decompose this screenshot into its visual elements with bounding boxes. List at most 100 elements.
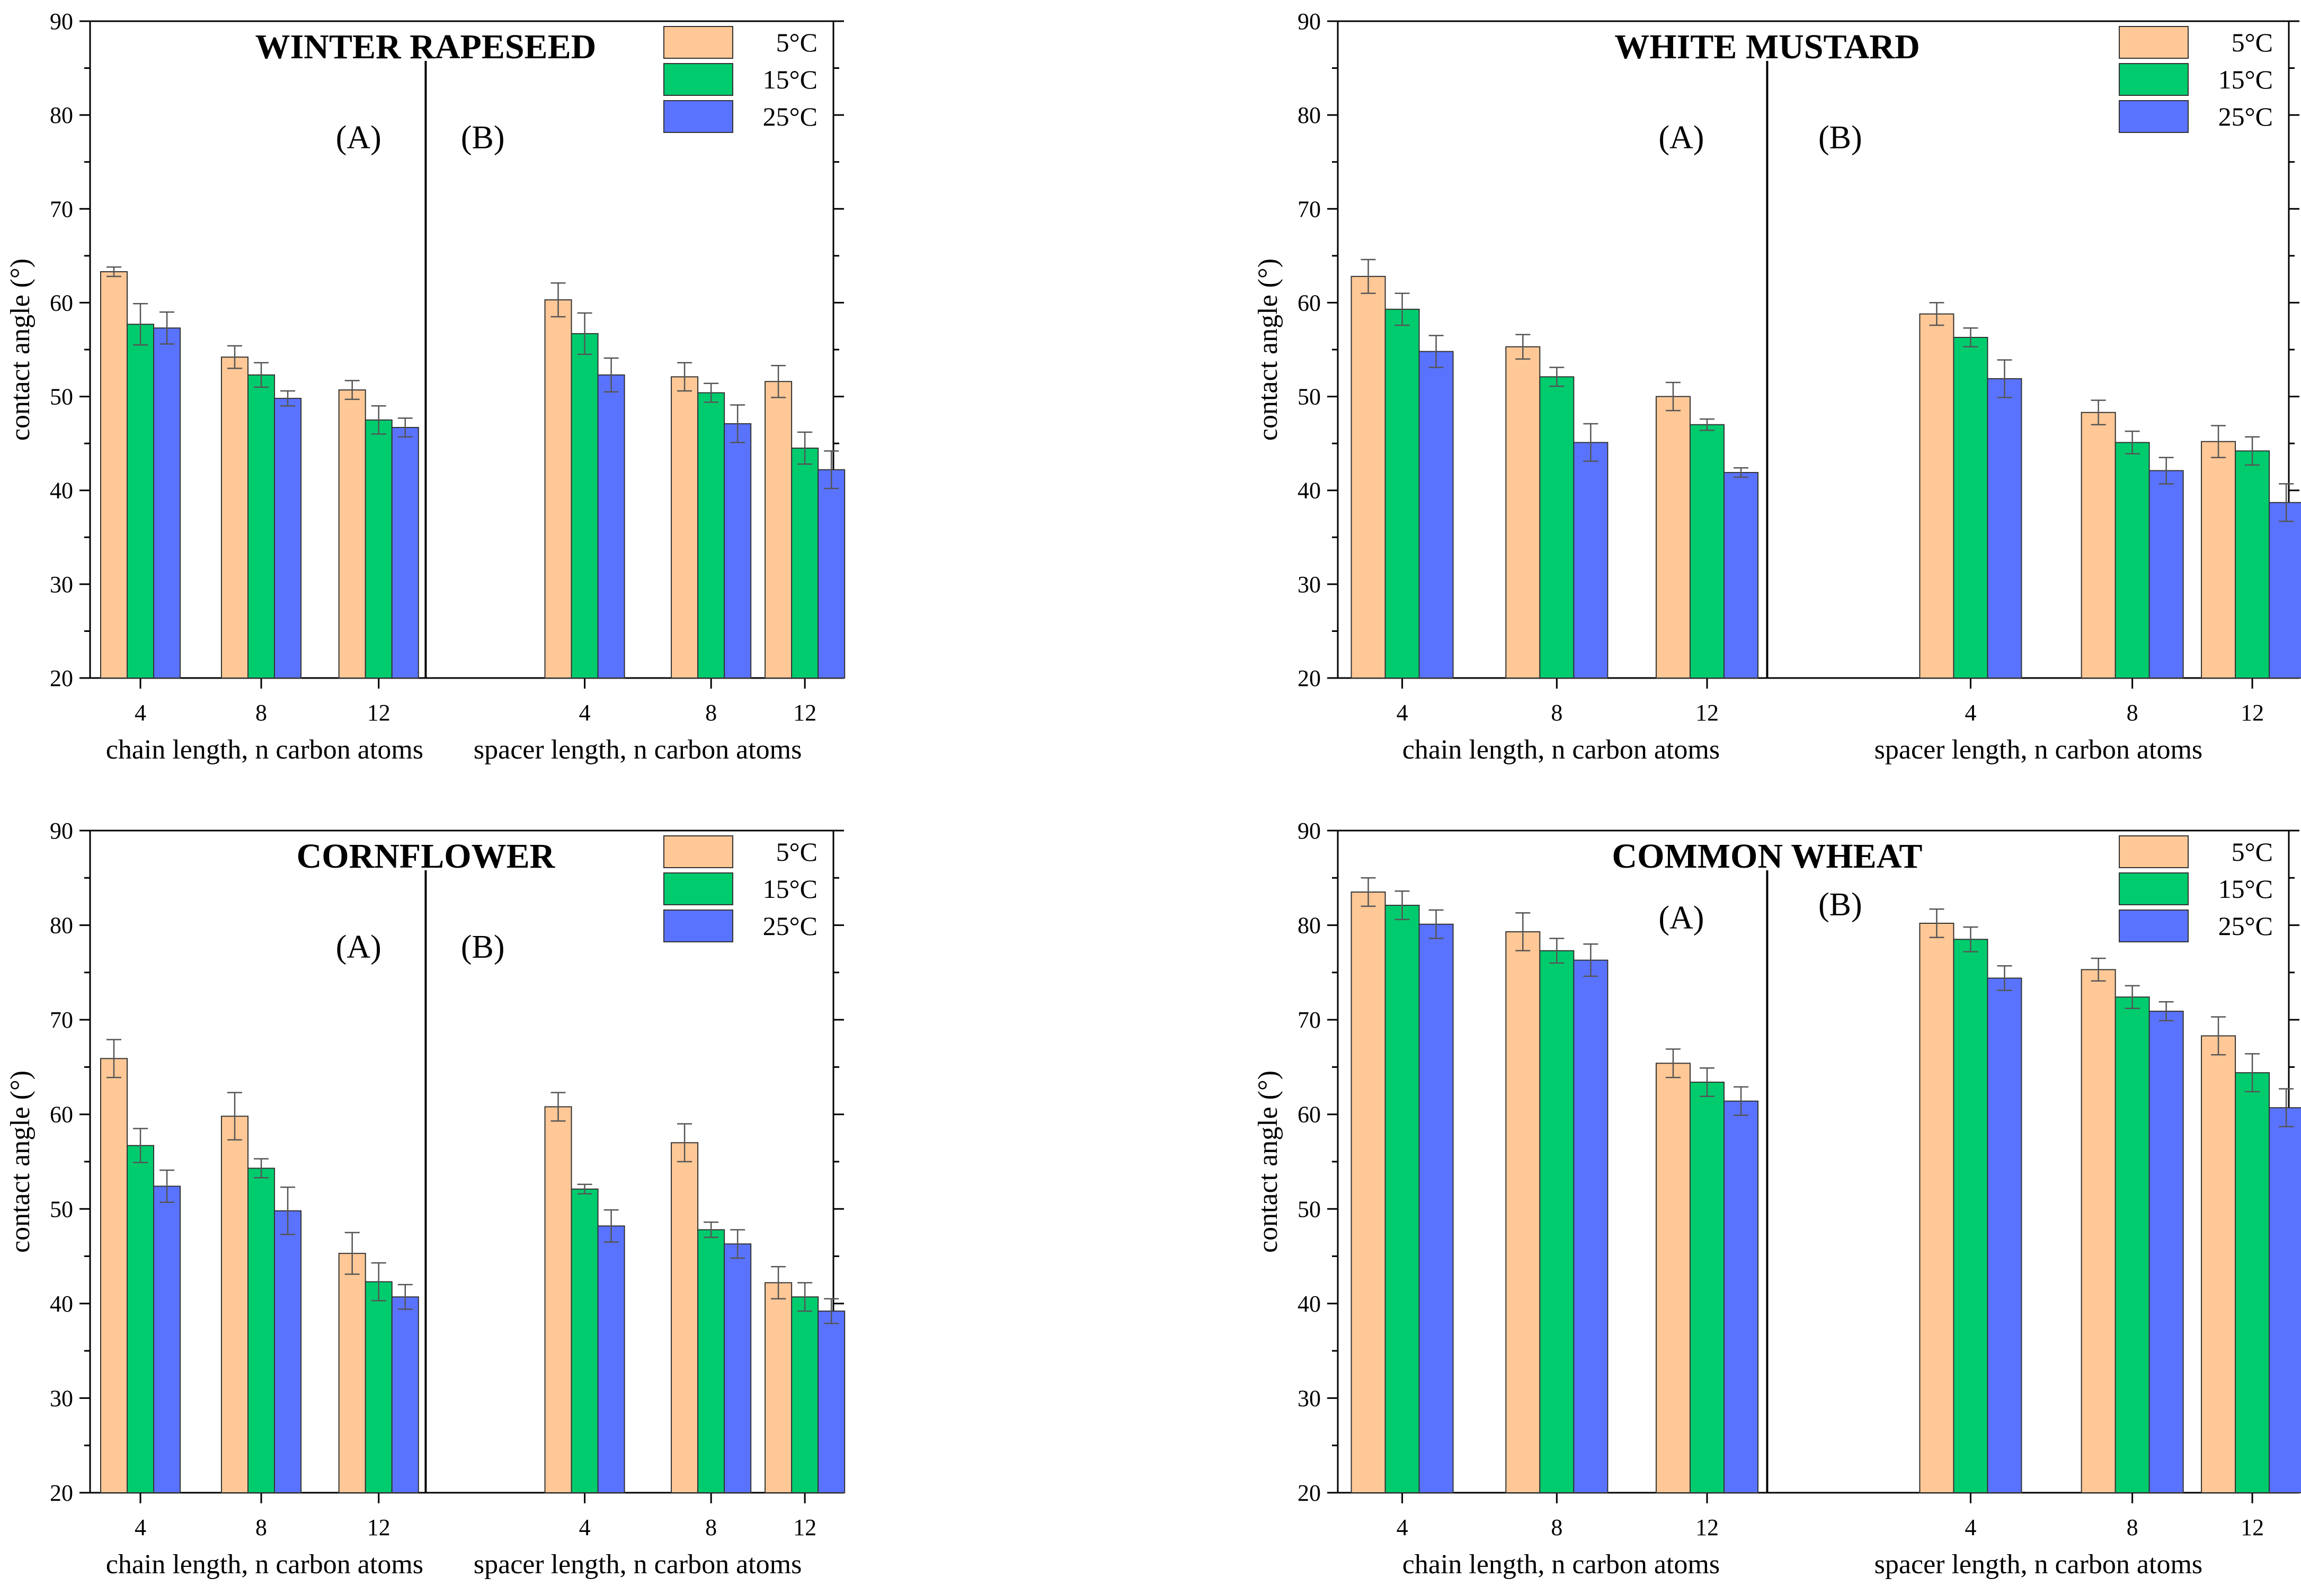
legend-swatch bbox=[663, 910, 733, 942]
y-tick-label: 20 bbox=[50, 1480, 73, 1506]
bar-group-section: 4 8 12 (B) spacer length, n carbon atoms bbox=[1818, 887, 2301, 1580]
legend-swatch bbox=[2119, 26, 2189, 59]
y-tick-label: 90 bbox=[50, 8, 73, 34]
panel-title: CORNFLOWER bbox=[297, 837, 556, 876]
legend-label: 15°C bbox=[2218, 874, 2273, 904]
bar bbox=[1919, 313, 1954, 679]
section-label: (A) bbox=[1658, 900, 1704, 936]
x-tick-label: 12 bbox=[2241, 700, 2264, 726]
bar bbox=[338, 389, 366, 679]
bar bbox=[1689, 424, 1725, 679]
bar bbox=[100, 271, 128, 679]
bar-group-section: 4 8 12 (B) spacer length, n carbon atoms bbox=[1818, 120, 2301, 765]
bar bbox=[2081, 412, 2116, 679]
y-axis-title: contact angle (°) bbox=[1253, 258, 1283, 441]
x-tick-label: 8 bbox=[255, 1514, 267, 1540]
bar bbox=[1384, 905, 1420, 1493]
y-tick-label: 20 bbox=[1298, 665, 1321, 691]
y-tick-label: 30 bbox=[50, 1385, 73, 1411]
section-label: (B) bbox=[461, 120, 505, 156]
y-tick-label: 70 bbox=[50, 196, 73, 222]
bar bbox=[391, 1296, 419, 1494]
x-axis-title: spacer length, n carbon atoms bbox=[1874, 1549, 2202, 1580]
legend-swatch bbox=[663, 835, 733, 868]
x-axis-title: spacer length, n carbon atoms bbox=[1874, 735, 2202, 765]
x-tick-label: 4 bbox=[1397, 1514, 1408, 1540]
bar bbox=[365, 419, 393, 679]
bar bbox=[2269, 502, 2301, 679]
legend-swatch bbox=[663, 26, 733, 59]
chart-panel: 20 30 40 50 60 70 80 90 contact angle (°) 4 8 12 (A)… bbox=[5, 818, 846, 1580]
y-axis-title: contact angle (°) bbox=[1253, 1071, 1283, 1253]
x-axis-title: spacer length, n carbon atoms bbox=[474, 735, 802, 765]
y-tick-label: 20 bbox=[1298, 1480, 1321, 1506]
y-tick-label: 80 bbox=[1298, 102, 1321, 128]
bar bbox=[597, 374, 625, 679]
y-tick-label: 50 bbox=[1298, 1196, 1321, 1222]
bar bbox=[1953, 336, 1988, 679]
bar bbox=[338, 1253, 366, 1494]
y-tick-label: 80 bbox=[50, 913, 73, 939]
bar bbox=[153, 1185, 181, 1493]
legend: 5°C 15°C 25°C bbox=[663, 835, 818, 942]
y-tick-label: 70 bbox=[50, 1007, 73, 1033]
bar bbox=[2235, 450, 2270, 679]
x-tick-label: 12 bbox=[367, 1514, 390, 1540]
panel-title: COMMON WHEAT bbox=[1612, 837, 1922, 876]
bar bbox=[1351, 275, 1386, 679]
bar bbox=[220, 1116, 249, 1493]
x-tick-label: 12 bbox=[793, 700, 816, 726]
y-tick-label: 40 bbox=[1298, 478, 1321, 504]
x-tick-label: 4 bbox=[579, 700, 591, 726]
legend-label: 5°C bbox=[2232, 28, 2273, 57]
x-tick-label: 8 bbox=[1551, 1514, 1562, 1540]
bar bbox=[2081, 969, 2116, 1493]
bar-group-section: 4 8 12 (A) chain length, n carbon atoms bbox=[1351, 120, 1759, 765]
bar bbox=[724, 1243, 752, 1494]
bar bbox=[765, 1282, 793, 1494]
x-tick-label: 4 bbox=[135, 700, 146, 726]
legend-swatch bbox=[2119, 63, 2189, 96]
bar bbox=[153, 327, 181, 679]
chart-panel: 20 30 40 50 60 70 80 90 contact angle (°) 4 8 12 (A)… bbox=[5, 8, 846, 765]
bar bbox=[1573, 959, 1609, 1493]
legend-label: 25°C bbox=[2218, 911, 2273, 941]
bar-group-section: 4 8 12 (A) chain length, n carbon atoms bbox=[1351, 877, 1759, 1580]
bar bbox=[1539, 376, 1575, 679]
bar bbox=[1655, 1063, 1691, 1494]
x-axis-title: spacer length, n carbon atoms bbox=[474, 1549, 802, 1580]
y-tick-label: 50 bbox=[50, 384, 73, 410]
x-tick-label: 4 bbox=[1965, 700, 1976, 726]
x-tick-label: 8 bbox=[1551, 700, 1562, 726]
y-tick-label: 30 bbox=[1298, 572, 1321, 598]
bar bbox=[1655, 396, 1691, 679]
bar bbox=[2115, 996, 2150, 1494]
legend: 5°C 15°C 25°C bbox=[663, 26, 818, 133]
y-tick-label: 60 bbox=[1298, 290, 1321, 316]
legend-label: 15°C bbox=[763, 874, 818, 904]
x-axis-title: chain length, n carbon atoms bbox=[1402, 735, 1720, 765]
legend-swatch bbox=[2119, 872, 2189, 905]
bar bbox=[247, 374, 276, 679]
y-tick-label: 20 bbox=[50, 665, 73, 691]
bar bbox=[697, 1229, 725, 1494]
legend-label: 25°C bbox=[763, 911, 818, 941]
bar bbox=[126, 324, 155, 679]
legend-swatch bbox=[2119, 100, 2189, 133]
y-tick-label: 60 bbox=[1298, 1102, 1321, 1128]
chart-panel: 20 30 40 50 60 70 80 90 contact angle (°) 4 8 12 (A)… bbox=[1253, 818, 2301, 1580]
x-axis-title: chain length, n carbon atoms bbox=[1402, 1549, 1720, 1580]
y-tick-label: 30 bbox=[50, 572, 73, 598]
bar bbox=[1505, 346, 1541, 679]
x-tick-label: 12 bbox=[1695, 1514, 1719, 1540]
bar bbox=[2148, 1011, 2184, 1493]
y-tick-label: 80 bbox=[50, 102, 73, 128]
y-tick-label: 90 bbox=[1298, 818, 1321, 844]
y-tick-label: 40 bbox=[50, 1291, 73, 1317]
bar bbox=[1539, 950, 1575, 1494]
section-label: (B) bbox=[1818, 120, 1862, 156]
bar bbox=[1953, 939, 1988, 1493]
y-tick-label: 40 bbox=[50, 478, 73, 504]
legend-swatch bbox=[2119, 910, 2189, 942]
bar bbox=[544, 1106, 572, 1493]
